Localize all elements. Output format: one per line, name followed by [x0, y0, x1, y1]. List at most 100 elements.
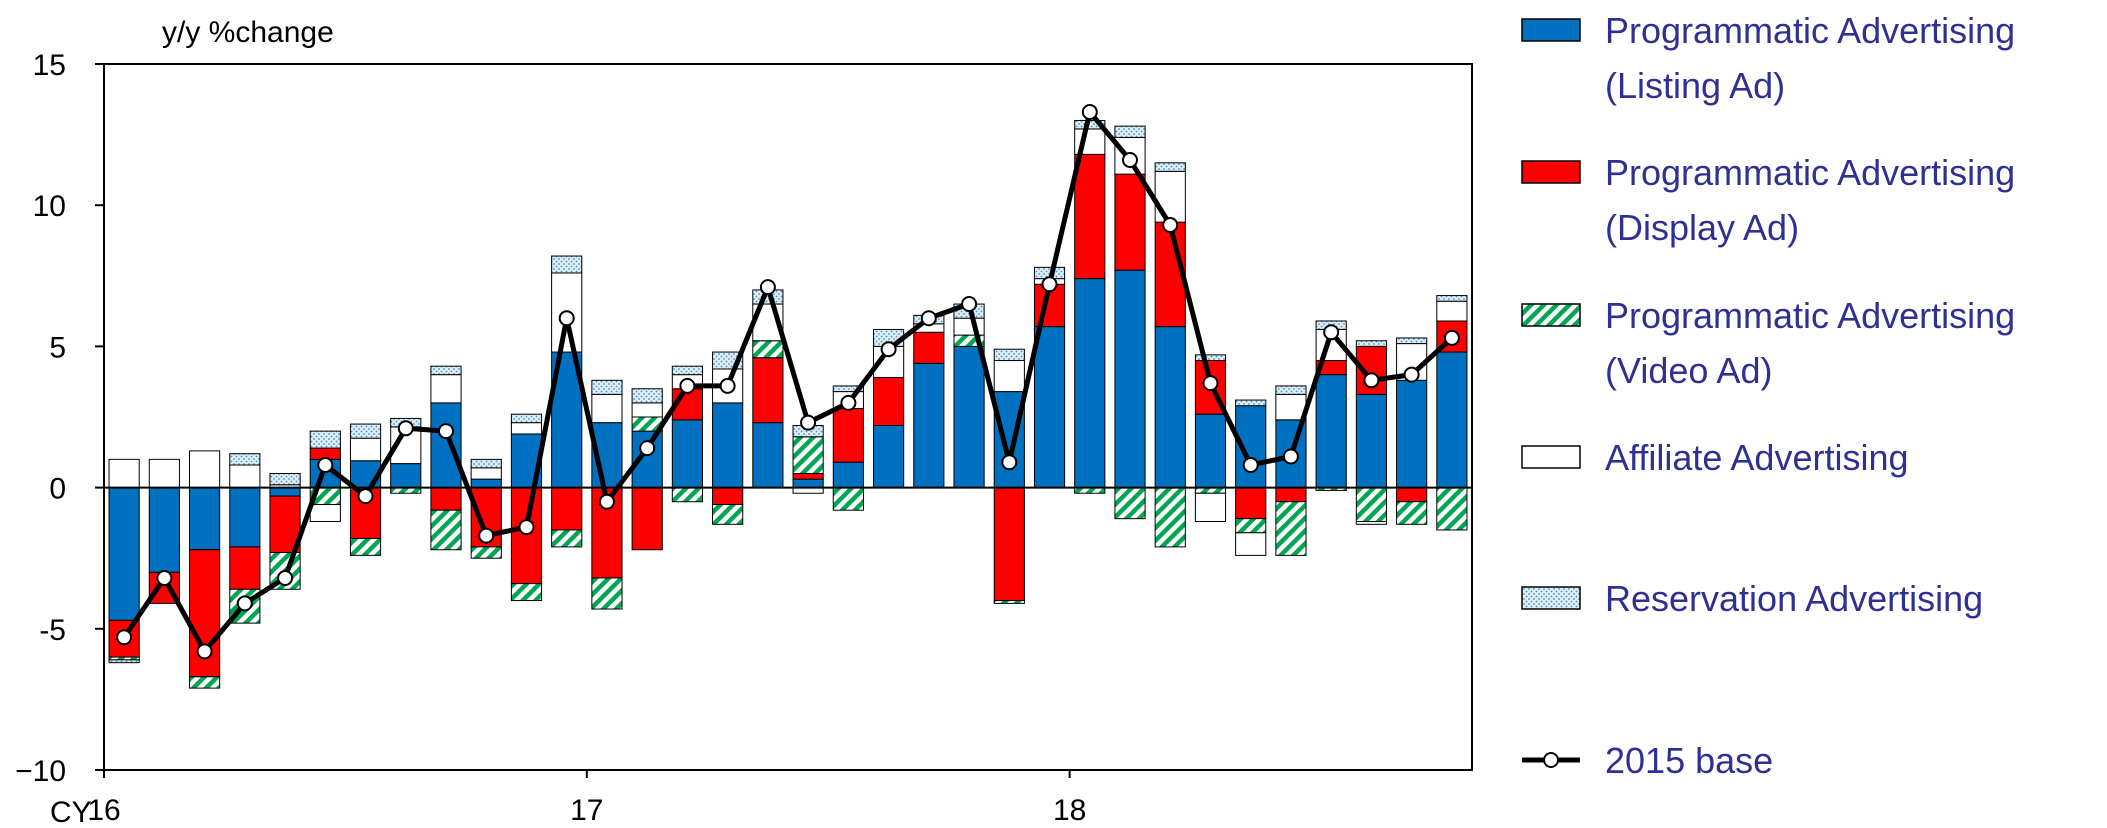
bar-segment-1 [832, 461, 864, 489]
bar-segment-5 [631, 388, 663, 404]
bar-segment-5 [108, 659, 140, 664]
bar-segment-3 [1235, 518, 1267, 534]
bar-segment-1 [430, 402, 462, 489]
bar-segment-4 [229, 464, 261, 489]
bar-segment-1 [1396, 379, 1428, 489]
bar-segment-1 [1436, 351, 1468, 489]
bar-segment-4 [470, 467, 502, 480]
line-point [357, 488, 374, 505]
bar-segment-2 [1074, 153, 1106, 280]
bar-segment-1 [913, 362, 945, 489]
bar-segment-1 [148, 487, 180, 573]
y-tick-label: 15 [33, 49, 66, 82]
x-axis-prefix: CY [50, 796, 92, 828]
bar-segment-1 [1074, 278, 1106, 489]
y-axis-ticks: 15 10 5 0 -5 −10 [15, 49, 104, 788]
line-point [438, 423, 454, 440]
line-point [920, 310, 937, 327]
legend-label: Programmatic Advertising [1605, 10, 2015, 51]
bar-segment-1 [1154, 326, 1186, 489]
line-point [1282, 448, 1299, 465]
bar-segment-3 [993, 600, 1025, 604]
bar-segment-1 [108, 487, 140, 621]
y-tick-label: 10 [33, 190, 66, 223]
bar-segment-2 [1114, 173, 1146, 271]
bar-segment-1 [1114, 269, 1146, 489]
bar-segment-5 [349, 423, 382, 439]
bar-segment-5 [671, 365, 704, 376]
legend-swatch-2 [1521, 160, 1581, 184]
bar-segment-3 [832, 487, 864, 511]
bar-segment-1 [229, 487, 261, 548]
line-point [1403, 366, 1420, 383]
bar-segment-2 [1275, 487, 1307, 503]
bar-segment-3 [430, 509, 462, 551]
bar-segment-4 [953, 317, 985, 336]
bar-segment-4 [1194, 492, 1227, 522]
bar-segment-3 [189, 676, 221, 689]
bar-segment-3 [349, 537, 382, 556]
bar-segment-3 [752, 340, 784, 359]
bar-segment-5 [1275, 385, 1307, 395]
bar-segment-2 [873, 376, 905, 426]
bar-segment-1 [189, 487, 221, 551]
x-tick-label: 17 [570, 794, 603, 827]
line-point [478, 527, 495, 544]
line-point [639, 440, 656, 457]
bar-segment-5 [551, 255, 583, 274]
line-point [1242, 457, 1259, 473]
bar-segment-4 [1235, 532, 1267, 556]
bar-segment-3 [591, 577, 623, 610]
legend-label: 2015 base [1605, 740, 1773, 781]
bar-segment-1 [591, 422, 623, 489]
legend-label: Affiliate Advertising [1605, 437, 1909, 478]
line-point [236, 595, 253, 612]
bar-segment-4 [591, 393, 623, 424]
line-point [800, 414, 817, 431]
bar-segment-5 [309, 430, 341, 449]
plot-area-frame [103, 63, 1473, 771]
line-point [397, 420, 414, 437]
legend-swatch-1 [1521, 18, 1581, 42]
bar-segment-3 [792, 436, 824, 474]
bar-segment-5 [1396, 337, 1428, 345]
bar-segment-1 [752, 422, 784, 489]
line-point [598, 493, 615, 510]
bar-segment-2 [1235, 487, 1267, 520]
bar-segment-5 [591, 379, 623, 395]
legend: Programmatic Advertising (Listing Ad) Prog… [1521, 10, 2015, 781]
legend-label: Programmatic Advertising [1605, 152, 2015, 193]
line-point [1363, 372, 1380, 389]
bar-segment-4 [148, 458, 180, 489]
legend-swatch-5 [1521, 586, 1581, 610]
bar-segment-5 [1154, 162, 1186, 172]
bar-segment-2 [430, 487, 462, 511]
line-point [1443, 329, 1460, 346]
legend-swatch-3 [1521, 303, 1581, 327]
bar-segment-1 [470, 478, 502, 489]
y-tick-label: 5 [49, 331, 66, 364]
bar-segment-4 [349, 437, 382, 462]
bar-segment-5 [1235, 399, 1267, 407]
bar-segment-3 [551, 529, 583, 548]
bar-segment-2 [229, 546, 261, 590]
bar-segment-4 [1436, 300, 1468, 322]
bar-segment-3 [1436, 487, 1468, 531]
line-point [518, 519, 535, 536]
legend-label: (Video Ad) [1605, 350, 1772, 391]
bar-segment-2 [832, 408, 864, 463]
bar-segment-5 [229, 453, 261, 466]
bar-segment-1 [953, 345, 985, 489]
x-tick-label: 18 [1053, 794, 1086, 827]
y-tick-label: −10 [15, 755, 66, 788]
line-point [1202, 375, 1219, 392]
bar-segment-5 [1355, 340, 1387, 347]
legend-label: Programmatic Advertising [1605, 295, 2015, 336]
bar-segment-4 [1275, 393, 1307, 421]
legend-line-marker [1543, 752, 1559, 768]
bar-segment-2 [993, 487, 1025, 602]
x-tick-label: 16 [87, 794, 120, 827]
bar-segment-2 [752, 357, 784, 424]
y-tick-label: 0 [49, 473, 66, 506]
bar-segment-4 [1154, 170, 1186, 223]
